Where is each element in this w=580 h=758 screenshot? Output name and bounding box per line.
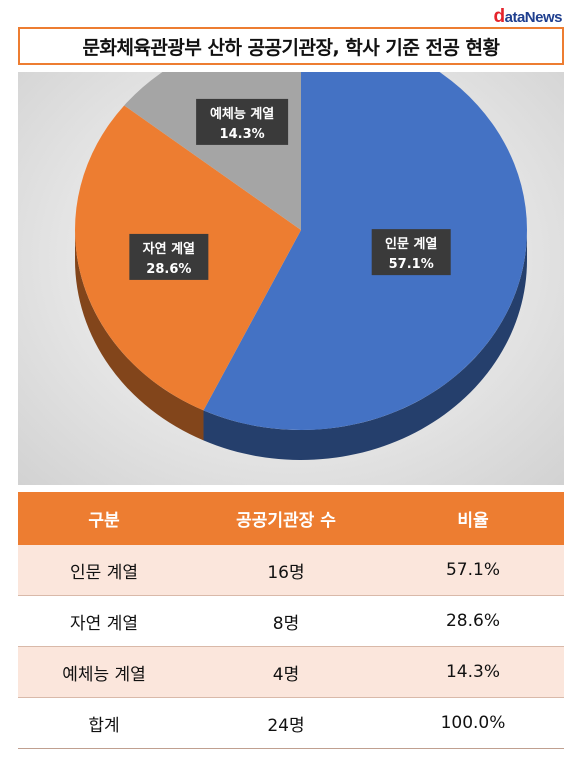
pie-data-label-2: 예체능 계열 14.3%: [196, 98, 289, 145]
row-count: 4명: [272, 664, 300, 685]
header-count: 공공기관장 수: [236, 511, 336, 531]
title-bar: 문화체육관광부 산하 공공기관장, 학사 기준 전공 현황: [18, 27, 564, 65]
row-category: 인문 계열: [70, 562, 138, 583]
total-ratio: 100.0%: [440, 713, 506, 733]
data-table: 구분 공공기관장 수 비율 인문 계열 16명 57.1% 자연 계열 8명 2…: [18, 492, 564, 749]
table-header-row: 구분 공공기관장 수 비율: [18, 492, 564, 545]
pie-side-1: [75, 230, 204, 441]
row-ratio: 28.6%: [445, 611, 500, 631]
header-category: 구분: [88, 511, 120, 531]
chart-title: 문화체육관광부 산하 공공기관장, 학사 기준 전공 현황: [82, 36, 500, 59]
row-category: 예체능 계열: [62, 664, 146, 685]
table-row: 인문 계열 16명 57.1%: [18, 545, 564, 596]
total-label: 합계: [88, 715, 120, 736]
row-count: 16명: [267, 562, 305, 583]
table-row: 예체능 계열 4명 14.3%: [18, 647, 564, 698]
row-ratio: 57.1%: [445, 560, 500, 580]
slice-name-label: 자연 계열: [143, 241, 195, 257]
table-row: 자연 계열 8명 28.6%: [18, 596, 564, 647]
pie-data-label-1: 자연 계열 28.6%: [129, 233, 209, 280]
pie-data-label-0: 인문 계열 57.1%: [371, 229, 451, 276]
pie-slice-0: [203, 72, 527, 430]
logo-text: ataNews: [504, 9, 563, 26]
slice-value-label: 28.6%: [146, 262, 191, 277]
row-ratio: 14.3%: [445, 662, 500, 682]
datanews-logo: dataNews: [493, 6, 563, 28]
row-count: 8명: [272, 613, 300, 634]
table-total-row: 합계 24명 100.0%: [18, 698, 564, 749]
pie-chart-area: 인문 계열 57.1% 자연 계열 28.6% 예체능 계열 14.3%: [18, 72, 564, 485]
slice-name-label: 예체능 계열: [210, 106, 274, 122]
pie-chart: 인문 계열 57.1% 자연 계열 28.6% 예체능 계열 14.3%: [75, 72, 527, 460]
logo-letter: d: [493, 6, 506, 27]
pie-side-0: [203, 230, 527, 460]
slice-name-label: 인문 계열: [385, 236, 437, 252]
slice-value-label: 57.1%: [389, 257, 434, 272]
total-count: 24명: [267, 715, 305, 736]
header-ratio: 비율: [457, 511, 489, 531]
slice-value-label: 14.3%: [220, 127, 265, 142]
row-category: 자연 계열: [70, 613, 138, 634]
